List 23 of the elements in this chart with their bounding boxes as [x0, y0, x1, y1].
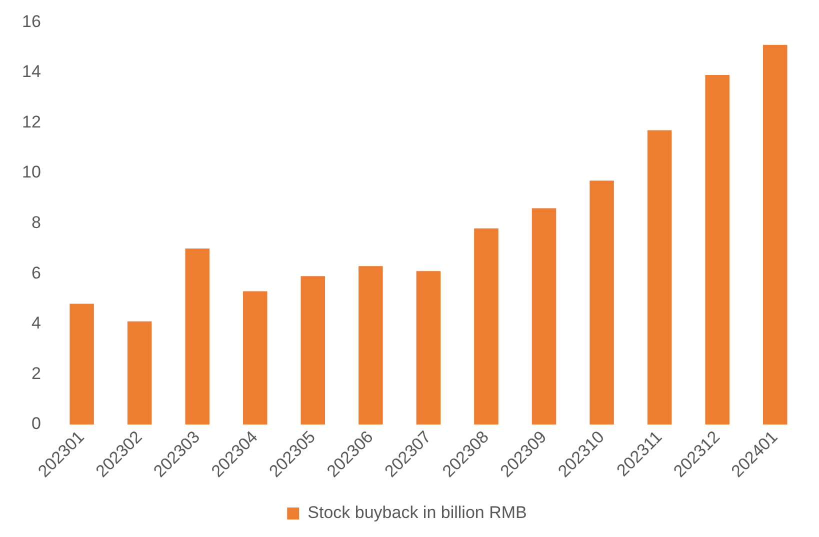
bar: [590, 180, 614, 424]
bar: [762, 44, 788, 424]
y-tick-label: 16: [22, 12, 41, 31]
y-tick-label: 10: [22, 162, 41, 182]
y-tick-label: 2: [31, 364, 41, 383]
bar: [416, 271, 441, 424]
bar: [705, 74, 730, 424]
bar: [532, 208, 556, 424]
y-tick-label: 0: [31, 414, 41, 434]
legend-label: Stock buyback in billion RMB: [308, 503, 527, 522]
y-tick-label: 12: [22, 112, 41, 132]
bar: [358, 266, 383, 424]
bar: [300, 276, 326, 424]
y-tick-label: 6: [31, 263, 41, 282]
bar: [474, 228, 498, 424]
bar: [70, 304, 94, 424]
bar: [242, 291, 268, 424]
y-tick-label: 8: [31, 213, 41, 232]
y-tick-label: 4: [31, 314, 41, 333]
bar: [185, 248, 210, 424]
bar: [647, 130, 672, 424]
y-tick-label: 14: [22, 62, 41, 82]
bar: [127, 321, 152, 424]
